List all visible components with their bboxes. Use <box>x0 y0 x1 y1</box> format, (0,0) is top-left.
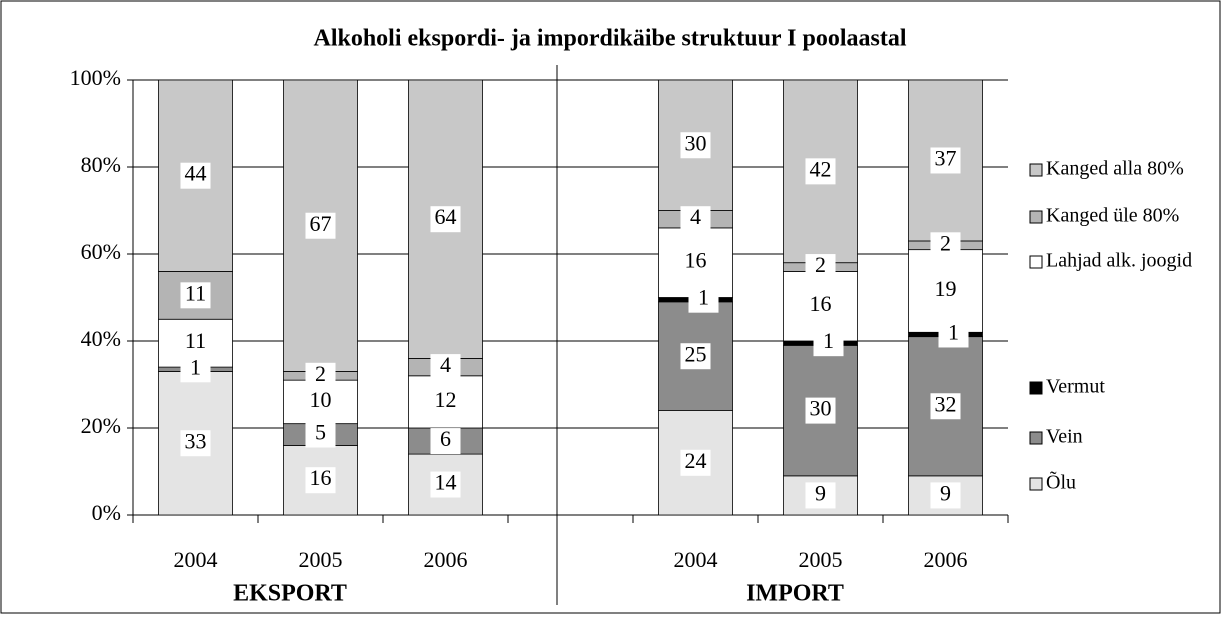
label-bg <box>680 132 711 159</box>
x-tick-label: 2005 <box>799 547 843 572</box>
label-bg <box>430 428 461 455</box>
label-bg <box>805 254 836 281</box>
legend-label: Vein <box>1046 426 1083 448</box>
label-bg <box>305 362 336 389</box>
data-label: 6 <box>440 426 451 451</box>
group-label: EKSPORT <box>233 581 347 607</box>
data-label: 1 <box>823 328 834 353</box>
legend-swatch <box>1029 381 1043 395</box>
label-bg <box>930 482 961 509</box>
data-label: 25 <box>685 341 707 366</box>
label-bg <box>805 482 836 509</box>
legend-swatch <box>1029 210 1043 224</box>
data-label: 2 <box>940 230 951 255</box>
label-bg <box>680 249 711 276</box>
data-label: 11 <box>185 280 206 305</box>
legend-label: Kanged üle 80% <box>1046 205 1179 227</box>
data-label: 9 <box>815 480 826 505</box>
x-tick-label: 2006 <box>424 547 468 572</box>
data-label: 19 <box>935 276 957 301</box>
data-label: 4 <box>690 204 701 229</box>
label-bg <box>805 293 836 320</box>
legend-swatch <box>1029 431 1043 445</box>
label-bg <box>813 330 844 357</box>
legend-label: Kanged alla 80% <box>1046 158 1184 180</box>
x-tick-label: 2004 <box>174 547 218 572</box>
y-tick-label: 20% <box>81 413 121 438</box>
label-bg <box>430 354 461 381</box>
y-tick-label: 100% <box>70 65 121 90</box>
y-tick-label: 60% <box>81 239 121 264</box>
data-label: 42 <box>810 156 832 181</box>
label-bg <box>430 206 461 233</box>
bar-segment <box>408 375 483 429</box>
label-bg <box>930 147 961 174</box>
label-bg <box>305 467 336 494</box>
label-bg <box>680 343 711 370</box>
y-tick-label: 40% <box>81 326 121 351</box>
label-bg <box>180 356 211 383</box>
label-bg <box>180 330 211 357</box>
legend-label: Lahjad alk. joogid <box>1046 250 1192 272</box>
label-bg <box>305 421 336 448</box>
group-label: IMPORT <box>746 581 844 607</box>
data-label: 64 <box>435 204 457 229</box>
data-label: 33 <box>185 428 207 453</box>
legend-swatch <box>1029 477 1043 491</box>
data-label: 9 <box>940 480 951 505</box>
label-bg <box>430 471 461 498</box>
data-label: 24 <box>685 448 707 473</box>
label-bg <box>938 321 969 348</box>
y-tick-label: 80% <box>81 152 121 177</box>
label-bg <box>180 162 211 189</box>
data-label: 30 <box>810 396 832 421</box>
x-tick-label: 2004 <box>674 547 718 572</box>
data-label: 12 <box>435 387 457 412</box>
label-bg <box>688 286 719 313</box>
legend-swatch <box>1029 163 1043 177</box>
data-label: 2 <box>315 361 326 386</box>
label-bg <box>680 449 711 476</box>
label-bg <box>430 388 461 415</box>
data-label: 14 <box>435 470 457 495</box>
x-tick-label: 2006 <box>924 547 968 572</box>
data-label: 1 <box>948 320 959 345</box>
label-bg <box>180 282 211 309</box>
y-tick-label: 0% <box>92 500 121 525</box>
data-label: 67 <box>310 211 332 236</box>
label-bg <box>930 393 961 420</box>
data-label: 2 <box>815 252 826 277</box>
data-label: 30 <box>685 130 707 155</box>
label-bg <box>930 277 961 304</box>
data-label: 1 <box>190 354 201 379</box>
legend-label: Vermut <box>1046 376 1105 398</box>
chart-title: Alkoholi ekspordi- ja impordikäibe struk… <box>313 26 906 52</box>
label-bg <box>930 232 961 259</box>
data-label: 16 <box>810 291 832 316</box>
legend-label: Õlu <box>1046 470 1076 494</box>
x-tick-label: 2005 <box>299 547 343 572</box>
legend-swatch <box>1029 255 1043 269</box>
data-label: 4 <box>440 352 451 377</box>
data-label: 44 <box>185 161 207 186</box>
bar-segment <box>783 475 858 516</box>
data-label: 16 <box>310 465 332 490</box>
label-bg <box>805 397 836 424</box>
label-bg <box>180 430 211 457</box>
data-label: 37 <box>935 146 957 171</box>
label-bg <box>305 212 336 239</box>
data-label: 10 <box>310 387 332 412</box>
data-label: 5 <box>315 420 326 445</box>
data-label: 11 <box>185 328 206 353</box>
data-label: 16 <box>685 248 707 273</box>
label-bg <box>305 388 336 415</box>
data-label: 32 <box>935 391 957 416</box>
data-label: 1 <box>698 285 709 310</box>
label-bg <box>680 206 711 233</box>
label-bg <box>805 158 836 185</box>
